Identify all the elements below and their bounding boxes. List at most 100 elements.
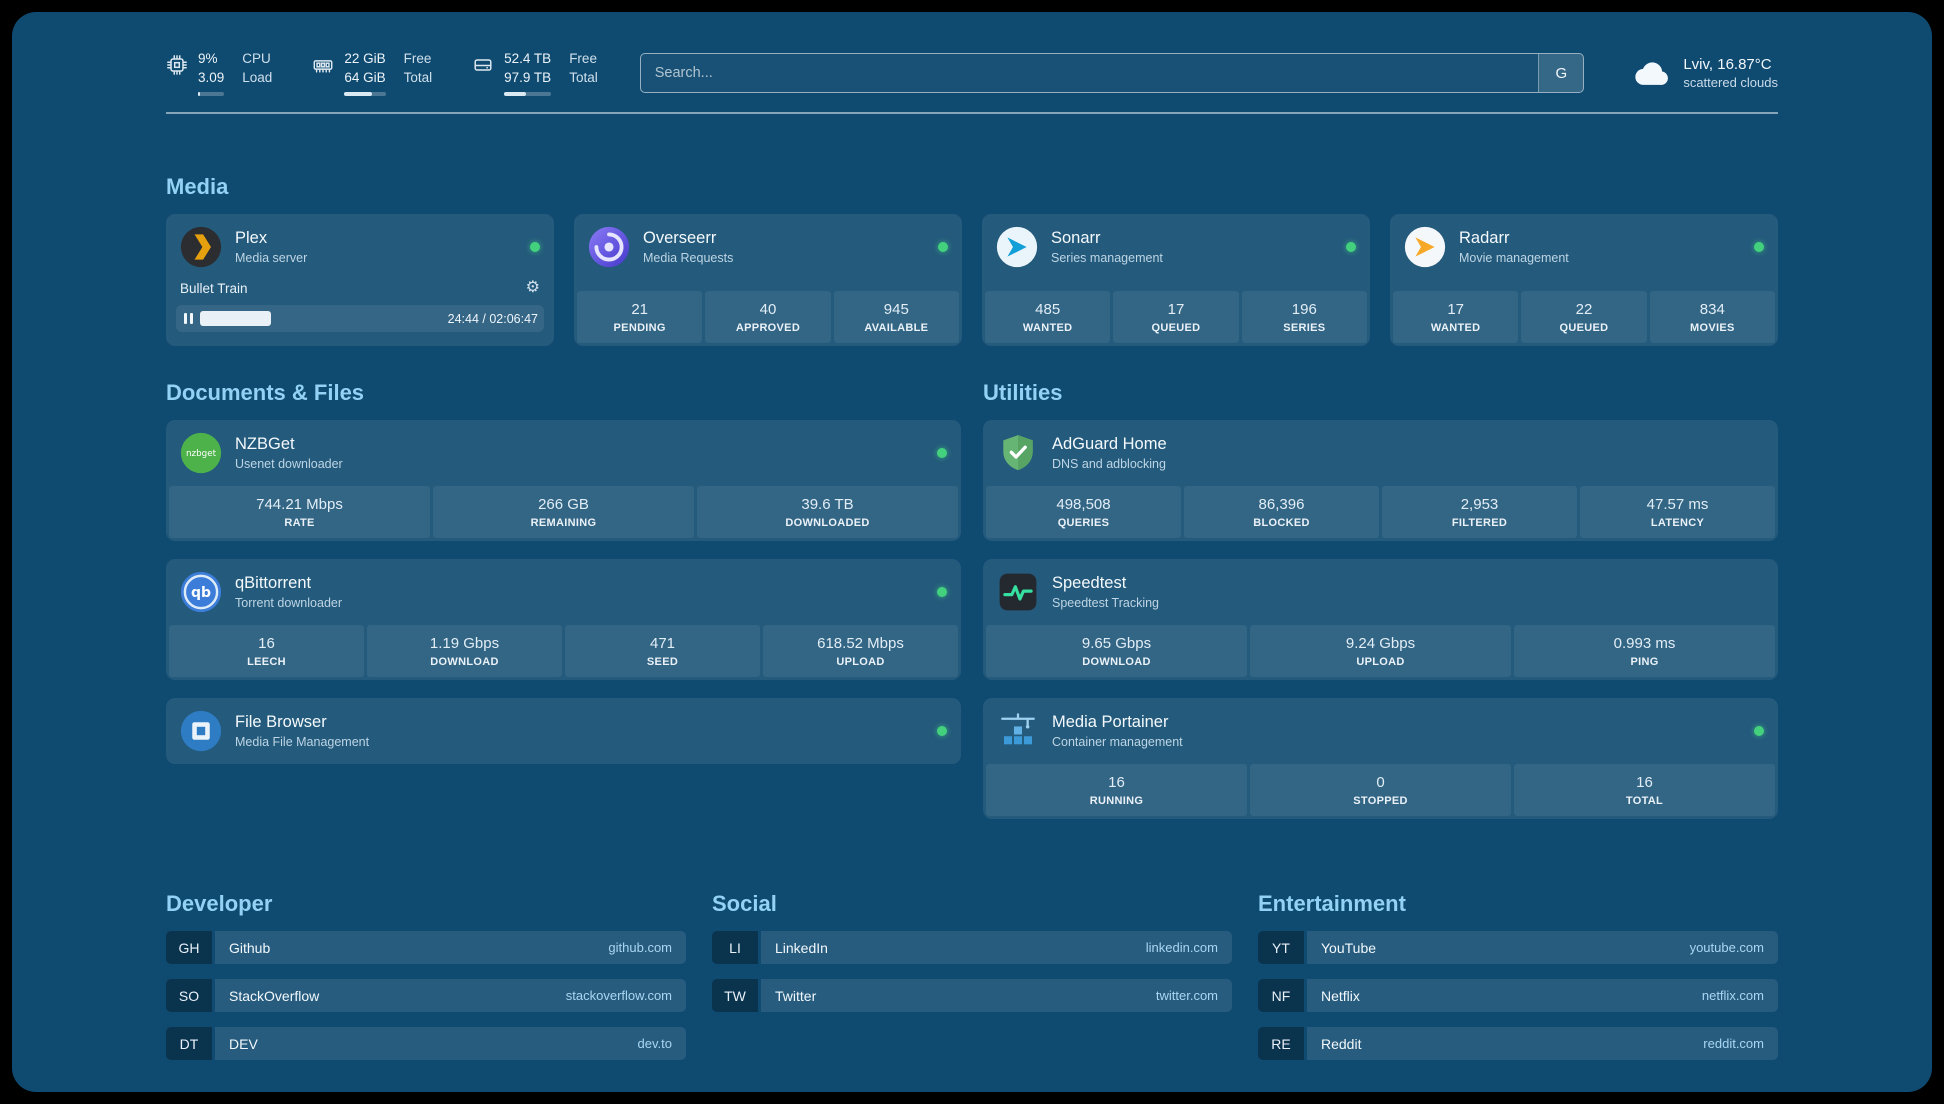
stat-tile: 1.19 Gbps DOWNLOAD — [367, 625, 562, 678]
search-input[interactable] — [640, 54, 1539, 93]
bookmark-domain: twitter.com — [1155, 988, 1218, 1004]
weather-location: Lviv, 16.87°C — [1683, 56, 1772, 74]
service-card-sonarr[interactable]: Sonarr Series management 485 WANTED 17 Q… — [982, 214, 1370, 347]
stat-tile: 0 STOPPED — [1250, 764, 1511, 817]
service-stats: 16 RUNNING 0 STOPPED 16 TOTAL — [983, 764, 1778, 819]
bookmark-name: LinkedIn — [775, 939, 828, 956]
service-card-portainer[interactable]: Media Portainer Container management 16 … — [983, 698, 1778, 820]
service-card-plex[interactable]: Plex Media server Bullet Train ⚙ 24:44 /… — [166, 214, 554, 347]
bookmark-name: Twitter — [775, 987, 817, 1004]
service-title: Overseerr — [643, 229, 717, 248]
cpu-widget: 9% CPU 3.09 Load — [166, 50, 272, 97]
service-card-speedtest[interactable]: Speedtest Speedtest Tracking 9.65 Gbps D… — [983, 559, 1778, 681]
search-provider-button[interactable]: G — [1538, 54, 1584, 93]
media-card-grid: Plex Media server Bullet Train ⚙ 24:44 /… — [166, 214, 1778, 347]
bookmark-github[interactable]: GH Github github.com — [166, 931, 686, 965]
pause-icon[interactable] — [184, 313, 193, 325]
disk-free-label: Free — [569, 51, 597, 66]
status-dot — [1346, 242, 1356, 253]
bookmark-abbr: DT — [166, 1027, 212, 1061]
memory-icon — [313, 60, 333, 73]
stat-tile: 86,396 BLOCKED — [1184, 486, 1379, 539]
cpu-usage-label: CPU — [242, 51, 271, 66]
service-subtitle: Media server — [235, 251, 308, 266]
disk-total-value: 97.9 TB — [504, 69, 552, 85]
stat-tile: 196 SERIES — [1241, 291, 1367, 344]
status-dot — [1754, 726, 1764, 737]
service-subtitle: Movie management — [1459, 251, 1569, 266]
bookmark-name: Netflix — [1321, 987, 1360, 1004]
bookmark-abbr: NF — [1258, 979, 1304, 1013]
overseerr-icon — [588, 226, 630, 268]
bookmark-linkedin[interactable]: LI LinkedIn linkedin.com — [712, 931, 1232, 965]
bookmark-stackoverflow[interactable]: SO StackOverflow stackoverflow.com — [166, 979, 686, 1013]
service-stats: 9.65 Gbps DOWNLOAD 9.24 Gbps UPLOAD 0.99… — [983, 625, 1778, 680]
bookmark-domain: netflix.com — [1701, 988, 1764, 1004]
service-stats: 16 LEECH 1.19 Gbps DOWNLOAD 471 SEED 618… — [166, 625, 961, 680]
bookmark-youtube[interactable]: YT YouTube youtube.com — [1258, 931, 1778, 965]
disk-free-value: 52.4 TB — [504, 51, 552, 66]
service-stats: 21 PENDING 40 APPROVED 945 AVAILABLE — [574, 291, 962, 346]
service-card-qbittorrent[interactable]: qb qBittorrent Torrent downloader 16 LEE… — [166, 559, 961, 681]
bookmark-domain: reddit.com — [1703, 1036, 1764, 1052]
memory-total-label: Total — [403, 69, 433, 85]
bookmark-group-social: Social LI LinkedIn linkedin.com TW Twitt… — [712, 891, 1232, 1060]
stat-tile: 21 PENDING — [577, 291, 703, 344]
cpu-progress-bar — [198, 92, 225, 97]
bookmark-reddit[interactable]: RE Reddit reddit.com — [1258, 1027, 1778, 1061]
section-title-utilities: Utilities — [983, 380, 1063, 406]
stat-tile: 17 WANTED — [1393, 291, 1519, 344]
resource-widgets: 9% CPU 3.09 Load 22 GiB Free 64 GiB — [166, 50, 598, 97]
memory-progress-bar — [344, 92, 386, 97]
weather-widget: Lviv, 16.87°C scattered clouds — [1630, 56, 1778, 90]
stat-tile: 471 SEED — [565, 625, 760, 678]
bookmark-abbr: SO — [166, 979, 212, 1013]
status-dot — [937, 726, 947, 737]
bookmark-domain: github.com — [608, 940, 672, 956]
stat-tile: 744.21 Mbps RATE — [169, 486, 430, 539]
service-title: qBittorrent — [235, 574, 312, 593]
section-title-entertainment: Entertainment — [1258, 891, 1406, 917]
bookmark-domain: youtube.com — [1689, 940, 1764, 956]
stat-tile: 945 AVAILABLE — [833, 291, 959, 344]
service-title: Radarr — [1459, 229, 1510, 248]
cpu-usage-value: 9% — [198, 51, 218, 66]
gear-icon[interactable]: ⚙ — [525, 279, 540, 297]
section-title-documents: Documents & Files — [166, 380, 365, 406]
bookmark-dev[interactable]: DT DEV dev.to — [166, 1027, 686, 1061]
service-card-overseerr[interactable]: Overseerr Media Requests 21 PENDING 40 A… — [574, 214, 962, 347]
service-title: File Browser — [235, 713, 327, 732]
status-dot — [937, 587, 947, 598]
service-title: Speedtest — [1052, 574, 1127, 593]
bookmark-name: StackOverflow — [229, 987, 320, 1004]
stat-tile: 2,953 FILTERED — [1382, 486, 1577, 539]
qbittorrent-icon: qb — [180, 571, 222, 613]
stat-tile: 47.57 ms LATENCY — [1580, 486, 1775, 539]
search-bar: G — [639, 53, 1585, 94]
service-stats: 485 WANTED 17 QUEUED 196 SERIES — [982, 291, 1370, 346]
weather-condition: scattered clouds — [1683, 75, 1778, 91]
bookmark-netflix[interactable]: NF Netflix netflix.com — [1258, 979, 1778, 1013]
section-title-social: Social — [712, 891, 777, 917]
bookmark-twitter[interactable]: TW Twitter twitter.com — [712, 979, 1232, 1013]
adguard-icon — [997, 432, 1039, 474]
service-card-adguard[interactable]: AdGuard Home DNS and adblocking 498,508 … — [983, 420, 1778, 542]
service-title: NZBGet — [235, 435, 295, 454]
stat-tile: 498,508 QUERIES — [986, 486, 1181, 539]
stat-tile: 9.65 Gbps DOWNLOAD — [986, 625, 1247, 678]
service-subtitle: Series management — [1051, 251, 1163, 266]
service-subtitle: Media File Management — [235, 735, 370, 750]
stat-tile: 16 TOTAL — [1514, 764, 1775, 817]
stat-tile: 22 QUEUED — [1521, 291, 1647, 344]
stat-tile: 17 QUEUED — [1113, 291, 1239, 344]
service-card-radarr[interactable]: Radarr Movie management 17 WANTED 22 QUE… — [1390, 214, 1778, 347]
bookmark-abbr: LI — [712, 931, 758, 965]
now-playing-title: Bullet Train — [180, 280, 248, 296]
stat-tile: 16 LEECH — [169, 625, 364, 678]
bookmark-name: YouTube — [1321, 939, 1377, 956]
section-documents: Documents & Files nzbget NZBGet Usenet d… — [166, 380, 961, 819]
service-card-nzbget[interactable]: nzbget NZBGet Usenet downloader 744.21 M… — [166, 420, 961, 542]
service-card-filebrowser[interactable]: File Browser Media File Management — [166, 698, 961, 765]
section-title-media: Media — [166, 174, 229, 200]
service-subtitle: Media Requests — [643, 251, 734, 266]
